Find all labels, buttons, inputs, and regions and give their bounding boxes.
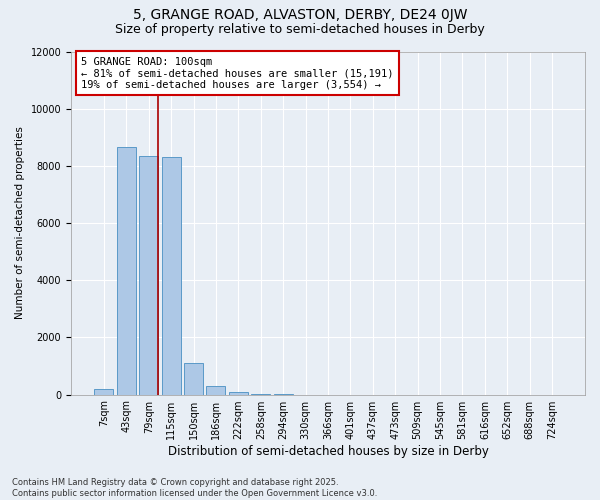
Text: 5, GRANGE ROAD, ALVASTON, DERBY, DE24 0JW: 5, GRANGE ROAD, ALVASTON, DERBY, DE24 0J… [133,8,467,22]
X-axis label: Distribution of semi-detached houses by size in Derby: Distribution of semi-detached houses by … [167,444,488,458]
Text: Size of property relative to semi-detached houses in Derby: Size of property relative to semi-detach… [115,22,485,36]
Bar [184,363,203,394]
Bar [161,158,181,394]
Bar [229,392,248,394]
Bar [139,156,158,394]
Bar [117,148,136,394]
Text: 5 GRANGE ROAD: 100sqm
← 81% of semi-detached houses are smaller (15,191)
19% of : 5 GRANGE ROAD: 100sqm ← 81% of semi-deta… [82,56,394,90]
Bar [94,389,113,394]
Bar [206,386,226,394]
Y-axis label: Number of semi-detached properties: Number of semi-detached properties [15,126,25,320]
Text: Contains HM Land Registry data © Crown copyright and database right 2025.
Contai: Contains HM Land Registry data © Crown c… [12,478,377,498]
